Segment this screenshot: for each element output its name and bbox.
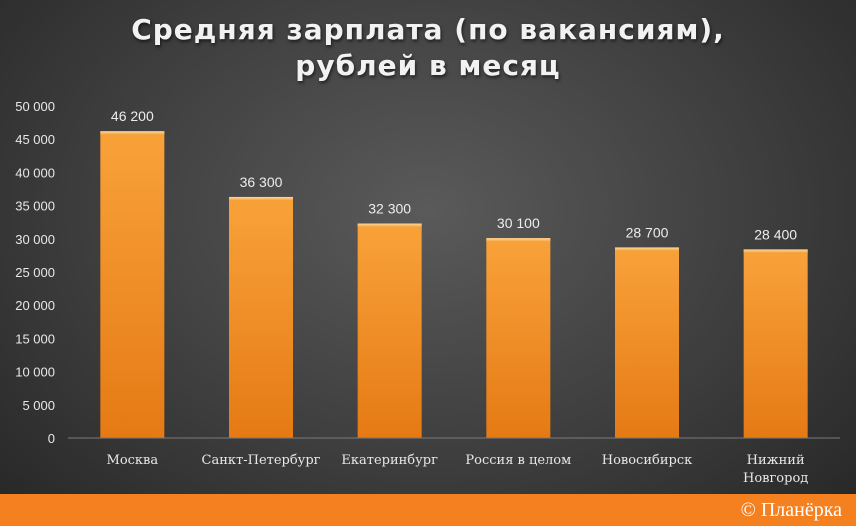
bar <box>615 247 679 438</box>
x-tick-label: Санкт-Петербург <box>202 453 321 468</box>
y-tick-label: 10 000 <box>15 365 55 380</box>
y-tick-label: 15 000 <box>15 331 55 346</box>
bar <box>357 223 422 438</box>
title-line-1: Средняя зарплата (по вакансиям), <box>131 13 725 46</box>
x-tick-label: Россия в целом <box>465 453 571 468</box>
bar <box>229 196 293 438</box>
bar-highlight <box>486 238 551 243</box>
y-tick-label: 0 <box>48 431 55 446</box>
y-tick-label: 20 000 <box>15 298 55 313</box>
chart-title: Средняя зарплата (по вакансиям), рублей … <box>0 12 856 84</box>
data-label: 36 300 <box>240 174 283 190</box>
bar <box>486 238 551 438</box>
data-label: 28 700 <box>626 224 669 240</box>
bar <box>100 131 165 438</box>
x-axis: Москва Санкт-Петербург Екатеринбург Россия … <box>68 437 840 486</box>
bar-highlight <box>615 247 679 252</box>
data-label: 28 400 <box>754 226 797 242</box>
bar-highlight <box>357 223 422 228</box>
y-tick-label: 5 000 <box>22 398 55 413</box>
credit-text: © Планёрка <box>740 499 842 521</box>
data-label: 30 100 <box>497 215 540 231</box>
data-label: 46 200 <box>111 108 154 124</box>
x-tick-label: Новосибирск <box>602 453 692 468</box>
bar <box>743 249 808 438</box>
y-axis: 0 5 000 10 000 15 000 20 000 25 000 30 000 35 0… <box>15 99 55 446</box>
y-tick-label: 30 000 <box>15 232 55 247</box>
y-tick-label: 25 000 <box>15 265 55 280</box>
bars: 46 200 36 300 32 300 30 100 28 700 28 400 <box>100 108 808 438</box>
title-line-2: рублей в месяц <box>295 49 561 82</box>
bar-chart: 0 5 000 10 000 15 000 20 000 25 000 30 000 35 0… <box>15 99 840 486</box>
y-tick-label: 40 000 <box>15 165 55 180</box>
bar-highlight <box>100 131 165 136</box>
bar-highlight <box>229 196 293 201</box>
bar-highlight <box>743 249 808 254</box>
footer-bar: © Планёрка <box>0 494 856 526</box>
y-tick-label: 50 000 <box>15 99 55 114</box>
y-tick-label: 45 000 <box>15 132 55 147</box>
x-tick-label: Москва <box>107 453 159 468</box>
x-tick-label: Нижний Новгород <box>743 453 808 486</box>
y-tick-label: 35 000 <box>15 199 55 214</box>
data-label: 32 300 <box>368 201 411 217</box>
x-tick-label: Екатеринбург <box>341 453 438 468</box>
